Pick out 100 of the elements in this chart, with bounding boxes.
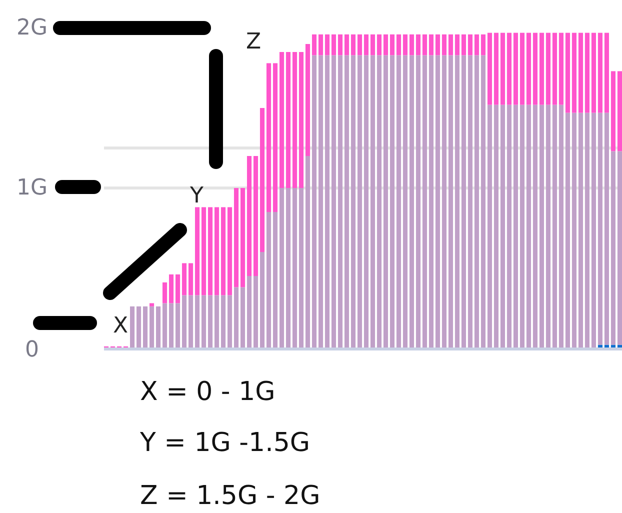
bar	[526, 104, 532, 348]
bar	[188, 295, 194, 348]
bar	[162, 282, 168, 304]
bar	[480, 55, 486, 348]
bar	[513, 104, 518, 348]
bar	[208, 207, 213, 296]
bar	[461, 34, 466, 56]
bar	[474, 55, 480, 348]
bar	[428, 34, 434, 56]
bar	[480, 34, 486, 56]
bar	[598, 32, 602, 113]
bar	[292, 188, 298, 348]
bar	[370, 34, 376, 56]
bar	[208, 295, 213, 348]
y-tick-label: 2G	[16, 16, 48, 40]
bar	[142, 306, 148, 348]
bar	[487, 104, 492, 348]
bar	[435, 34, 440, 56]
bar	[168, 303, 174, 348]
bar	[357, 34, 362, 56]
bar	[279, 188, 284, 348]
bar	[448, 55, 454, 348]
bar	[428, 55, 434, 348]
bar	[435, 55, 440, 348]
bar	[194, 295, 200, 348]
bar	[390, 55, 395, 348]
bar	[402, 34, 408, 56]
bar	[448, 34, 454, 56]
bar	[461, 55, 466, 348]
bar	[350, 55, 356, 348]
bar	[396, 55, 402, 348]
bar	[260, 108, 265, 252]
bar	[188, 263, 194, 296]
bar	[253, 156, 258, 276]
y-tick-label: 0	[25, 338, 39, 362]
bar	[175, 274, 180, 304]
bar	[156, 306, 161, 348]
bar	[468, 55, 473, 348]
bar	[546, 32, 551, 105]
bar	[292, 52, 298, 188]
bar	[246, 276, 252, 348]
bar	[286, 188, 291, 348]
bar	[409, 34, 414, 56]
bar	[454, 34, 460, 56]
bar	[331, 34, 336, 56]
bar	[604, 112, 609, 345]
bar	[578, 32, 584, 113]
bar	[162, 303, 168, 348]
bar	[260, 252, 265, 348]
bar	[253, 276, 258, 348]
bar	[487, 32, 492, 105]
bar	[234, 188, 239, 288]
annotation: X	[113, 314, 128, 338]
bar	[396, 34, 402, 56]
bar	[149, 303, 154, 306]
bar	[324, 55, 330, 348]
bar	[376, 55, 382, 348]
bar	[220, 295, 226, 348]
bar	[344, 34, 350, 56]
bar	[240, 287, 246, 348]
bar	[168, 274, 174, 304]
bar	[422, 34, 428, 56]
bar	[532, 104, 538, 348]
text: Y = 1G -1.5G	[139, 428, 310, 458]
y-tick-label: 1G	[16, 176, 48, 200]
bar	[214, 207, 220, 296]
bar	[617, 71, 622, 152]
bar	[175, 303, 180, 348]
bar	[364, 34, 369, 56]
bar	[312, 34, 317, 56]
bar	[468, 34, 473, 56]
bar	[298, 188, 304, 348]
bar	[390, 34, 395, 56]
bar	[266, 212, 272, 348]
bar	[558, 32, 564, 105]
bar	[318, 34, 324, 56]
bar	[130, 306, 135, 348]
bar	[272, 212, 278, 348]
bar	[305, 44, 310, 156]
bar	[402, 55, 408, 348]
bar	[526, 32, 532, 105]
bar	[338, 55, 343, 348]
bar	[416, 55, 421, 348]
bar	[279, 52, 284, 188]
text: X = 0 - 1G	[140, 377, 276, 407]
bar	[344, 55, 350, 348]
bar	[240, 188, 246, 288]
bar	[500, 32, 506, 105]
bar	[370, 55, 376, 348]
bar	[565, 32, 570, 113]
bar	[546, 104, 551, 348]
bar	[182, 295, 187, 348]
bar	[383, 55, 388, 348]
bar	[376, 34, 382, 56]
bar	[246, 156, 252, 276]
bar	[591, 32, 596, 113]
bar	[506, 32, 512, 105]
bar	[364, 55, 369, 348]
bar	[532, 32, 538, 105]
bar	[220, 207, 226, 296]
